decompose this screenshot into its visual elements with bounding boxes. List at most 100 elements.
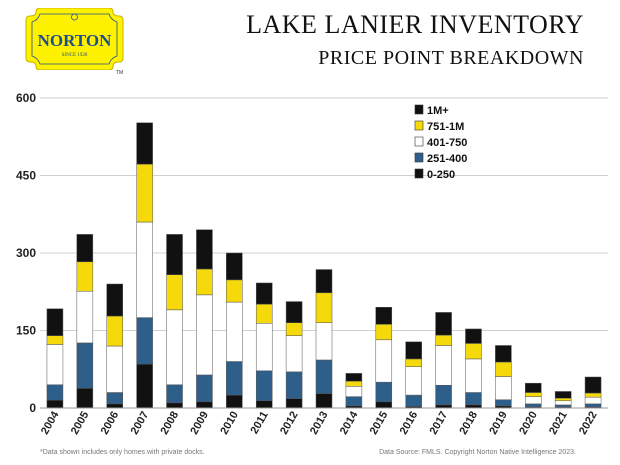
bar-segment-1M+ (46, 308, 64, 336)
bar-segment-251-400 (46, 384, 64, 401)
bar-segment-751-1M (405, 358, 422, 367)
bar-segment-401-750 (345, 386, 363, 397)
x-tick-label: 2020 (517, 410, 540, 437)
bar-segment-401-750 (136, 221, 153, 318)
legend-swatch (414, 104, 424, 115)
x-tick-label: 2018 (457, 410, 480, 437)
bar-segment-1M+ (554, 391, 572, 399)
y-tick-label: 300 (16, 246, 36, 260)
bar-segment-751-1M (166, 274, 183, 311)
bar-segment-1M+ (495, 345, 512, 363)
bar-segment-1M+ (375, 307, 393, 325)
bar-segment-251-400 (166, 384, 183, 404)
bar-segment-251-400 (375, 381, 393, 403)
y-tick-label: 600 (16, 91, 36, 105)
x-tick-label: 2010 (218, 410, 241, 437)
bar-segment-1M+ (345, 373, 363, 382)
bar-segment-751-1M (285, 322, 303, 336)
bar-segment-251-400 (525, 403, 542, 408)
bar-segment-401-750 (285, 335, 303, 373)
bar-segment-1M+ (315, 269, 333, 294)
bar-segment-751-1M (315, 292, 333, 323)
x-tick-label: 2006 (99, 410, 122, 437)
bar-segment-401-750 (584, 396, 602, 405)
legend-label: 751-1M (427, 121, 464, 133)
legend-swatch (414, 152, 424, 163)
bar-segment-0-250 (315, 393, 333, 409)
bar-segment-401-750 (465, 358, 482, 393)
x-tick-label: 2013 (308, 410, 331, 437)
bar-segment-1M+ (76, 234, 94, 263)
bar-segment-751-1M (435, 334, 452, 346)
bar-segment-1M+ (196, 229, 213, 270)
bar-segment-251-400 (196, 374, 213, 403)
legend-swatch (414, 120, 424, 131)
bar-segment-0-250 (375, 401, 393, 409)
bar-segment-751-1M (136, 163, 153, 223)
bar-segment-0-250 (285, 398, 303, 409)
bar-segment-401-750 (375, 339, 393, 383)
bar-segment-251-400 (315, 359, 333, 394)
bar-segment-751-1M (226, 279, 243, 303)
x-tick-label: 2005 (69, 410, 92, 437)
y-tick-label: 150 (16, 324, 36, 338)
title-line-2: PRICE POINT BREAKDOWN (318, 47, 584, 69)
bar-segment-751-1M (76, 261, 94, 292)
bar-segment-251-400 (76, 342, 94, 389)
x-tick-label: 2007 (129, 410, 152, 437)
y-axis-ticks: 0 150 300 450 600 (16, 91, 36, 415)
bar-segment-401-750 (166, 309, 183, 386)
x-tick-label: 2004 (39, 409, 62, 437)
bar-segment-751-1M (465, 343, 482, 360)
bar-segment-1M+ (435, 312, 452, 336)
norton-logo: NORTON SINCE 1928 (25, 8, 124, 70)
bar-segment-1M+ (285, 301, 303, 324)
bar-segment-251-400 (345, 396, 363, 407)
logo-text: NORTON (38, 31, 112, 50)
bar-segment-751-1M (525, 392, 542, 397)
bar-segment-1M+ (584, 376, 602, 394)
legend-label: 251-400 (427, 153, 467, 165)
bar-segment-0-250 (166, 402, 183, 409)
bar-segment-751-1M (255, 303, 273, 324)
legend-label: 401-750 (427, 137, 467, 149)
x-tick-label: 2017 (428, 410, 451, 437)
bar-segment-751-1M (495, 361, 512, 377)
legend-label: 1M+ (427, 105, 449, 117)
bar-segment-751-1M (196, 268, 213, 296)
footnote: *Data shown includes only homes with pri… (40, 449, 205, 456)
legend-label: 0-250 (427, 169, 455, 181)
data-source: Data Source: FMLS. Copyright Norton Nati… (379, 449, 576, 456)
bar-segment-251-400 (584, 403, 602, 408)
bar-segment-401-750 (405, 366, 422, 396)
bar-segment-251-400 (495, 399, 512, 407)
bar-segment-751-1M (375, 324, 393, 341)
bar-segment-0-250 (226, 394, 243, 409)
bar-segment-1M+ (525, 382, 542, 393)
x-tick-label: 2014 (338, 409, 361, 437)
legend: 1M+ 751-1M 401-750 251-400 0-250 (414, 104, 467, 181)
bar-segment-751-1M (554, 397, 572, 402)
bar-segment-251-400 (255, 370, 273, 402)
bar-segment-251-400 (435, 385, 452, 406)
bar-segment-0-250 (46, 400, 64, 409)
bar-segment-401-750 (46, 344, 64, 386)
x-tick-label: 2008 (158, 410, 181, 437)
x-tick-label: 2016 (398, 410, 421, 437)
bar-segment-251-400 (136, 317, 153, 365)
bar-segment-401-750 (255, 323, 273, 372)
x-tick-label: 2021 (547, 410, 570, 437)
bar-segment-751-1M (46, 335, 64, 345)
bar-segment-401-750 (495, 376, 512, 400)
bar-segment-0-250 (106, 403, 123, 409)
bar-segment-751-1M (345, 380, 363, 387)
bar-segment-1M+ (136, 122, 153, 165)
bar-segment-251-400 (285, 371, 303, 399)
bar-segment-0-250 (255, 400, 273, 409)
bar-segment-401-750 (226, 301, 243, 362)
x-tick-label: 2011 (248, 410, 270, 437)
bar-segment-0-250 (136, 363, 153, 409)
bar-segment-251-400 (405, 394, 422, 407)
legend-swatch (414, 168, 424, 179)
